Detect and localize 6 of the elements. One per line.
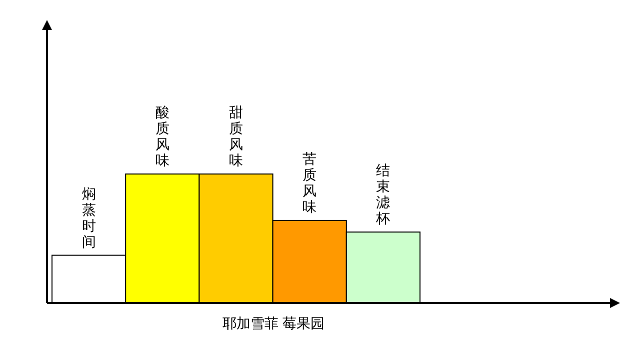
x-tick-label: 结束滤杯 [375,163,390,228]
x-tick-label: 焖蒸时间 [82,186,96,250]
x-tick-label: 苦质风味 [302,151,317,216]
x-tick-label: 甜质风味 [229,105,243,169]
x-axis-title: 耶加雪菲 莓果园 [222,316,325,332]
x-tick-label: 酸质风味 [155,105,170,169]
